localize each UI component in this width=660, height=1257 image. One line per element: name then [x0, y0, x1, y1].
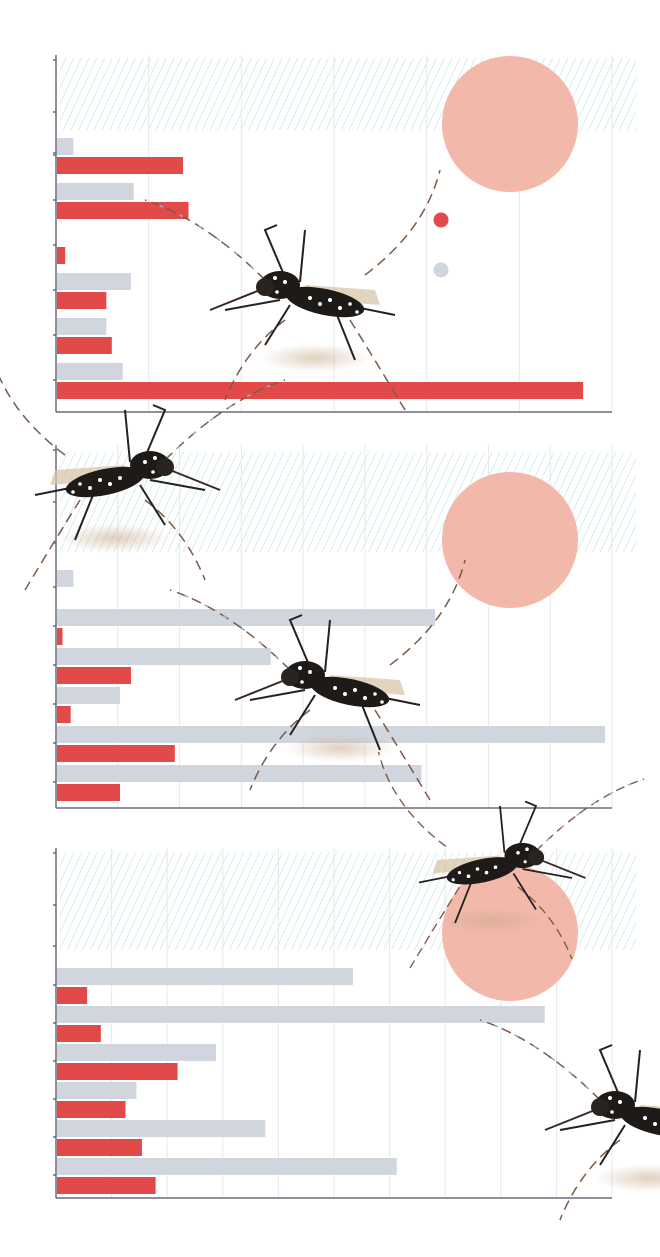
- bar-primary-6: [57, 1177, 156, 1194]
- highlight-circle: [442, 56, 578, 192]
- bar-primary-4: [57, 706, 71, 723]
- bar-secondary-4: [57, 273, 131, 290]
- legend-swatch-primary: [433, 212, 449, 228]
- legend: [433, 212, 449, 278]
- bar-secondary-3: [57, 1044, 216, 1061]
- bar-secondary-1: [57, 968, 353, 985]
- bar-primary-4: [57, 1101, 126, 1118]
- bar-primary-2: [57, 202, 189, 219]
- bar-secondary-2: [57, 609, 436, 626]
- mosquito-icon: [169, 559, 466, 801]
- bar-secondary-4: [57, 687, 121, 704]
- bar-secondary-6: [57, 363, 123, 380]
- bar-secondary-5: [57, 1120, 266, 1137]
- bar-secondary-4: [57, 1082, 137, 1099]
- bar-primary-3: [57, 667, 131, 684]
- bar-primary-1: [57, 157, 184, 174]
- mosquito-icon: [144, 169, 441, 411]
- bar-secondary-2: [57, 183, 134, 200]
- highlight-circle: [442, 865, 578, 1001]
- bar-primary-3: [57, 1063, 178, 1080]
- bar-primary-4: [57, 292, 107, 309]
- bar-secondary-1: [57, 138, 74, 155]
- chart-panel-3: [53, 848, 636, 1199]
- bar-secondary-3: [57, 648, 271, 665]
- bar-secondary-1: [57, 570, 74, 587]
- bar-secondary-6: [57, 1158, 397, 1175]
- bar-primary-6: [57, 784, 121, 801]
- bar-secondary-5: [57, 318, 107, 335]
- bar-primary-5: [57, 745, 175, 762]
- bar-primary-5: [57, 337, 112, 354]
- bar-secondary-2: [57, 1006, 545, 1023]
- bar-primary-3: [57, 247, 66, 264]
- bar-primary-5: [57, 1139, 142, 1156]
- bar-primary-2: [57, 628, 63, 645]
- bar-primary-6: [57, 382, 584, 399]
- mosquito-icon: [479, 989, 660, 1231]
- legend-swatch-secondary: [433, 262, 449, 278]
- bar-primary-2: [57, 1025, 101, 1042]
- bar-primary-1: [57, 987, 88, 1004]
- highlight-circle: [442, 472, 578, 608]
- bar-secondary-6: [57, 765, 422, 782]
- chart-panel-1: [53, 55, 636, 413]
